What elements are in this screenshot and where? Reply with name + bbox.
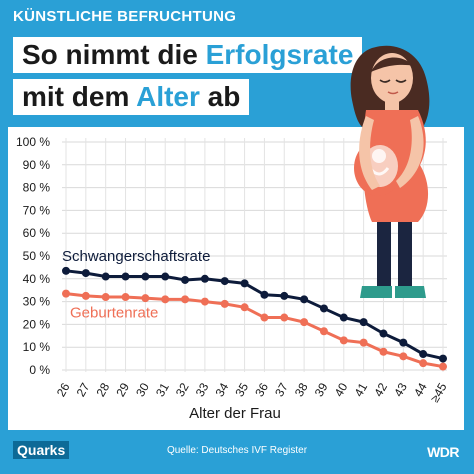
title-line-1: So nimmt die Erfolgsrate — [13, 37, 363, 73]
title-line-2-text: mit dem — [22, 81, 137, 112]
data-point — [359, 338, 368, 347]
series-label-schwangerschaftsrate: Schwangerschaftsrate — [62, 248, 210, 265]
quarks-logo: Quarks — [13, 441, 70, 459]
x-tick-label: 32 — [173, 380, 192, 399]
y-tick-label: 20 % — [23, 317, 51, 331]
data-point — [121, 293, 130, 302]
data-point — [240, 303, 249, 312]
data-point — [141, 294, 150, 303]
data-point — [121, 272, 130, 281]
x-tick-label: 31 — [153, 380, 172, 399]
x-tick-label: 33 — [193, 380, 212, 399]
x-axis-label: Alter der Frau — [189, 405, 281, 422]
data-point — [319, 304, 328, 313]
x-tick-label: 28 — [93, 380, 112, 399]
y-tick-label: 10 % — [23, 340, 51, 354]
x-tick-label: 38 — [292, 380, 311, 399]
y-tick-label: 60 % — [23, 226, 51, 240]
data-point — [81, 291, 90, 300]
x-tick-label: 40 — [332, 380, 351, 399]
pregnant-woman-illustration — [350, 45, 430, 298]
x-tick-label: 41 — [351, 380, 370, 399]
series-labels: Schwangerschaftsrate Geburtenrate — [62, 248, 210, 322]
y-tick-label: 70 % — [23, 203, 51, 217]
data-point — [300, 295, 309, 304]
data-point — [399, 338, 408, 347]
data-point — [260, 290, 269, 299]
x-tick-label: 43 — [391, 380, 410, 399]
x-tick-label: 30 — [133, 380, 152, 399]
data-point — [161, 272, 170, 281]
x-tick-label: 34 — [213, 380, 232, 399]
x-tick-label: ≥45 — [428, 380, 450, 405]
data-point — [439, 362, 447, 371]
y-tick-label: 30 % — [23, 295, 51, 309]
y-tick-label: 100 % — [16, 135, 50, 149]
data-point — [419, 350, 428, 359]
data-point — [62, 266, 70, 275]
title-line-2-highlight: Alter — [136, 81, 200, 112]
data-point — [161, 295, 170, 304]
title-line-1-highlight: Erfolgsrate — [205, 39, 354, 70]
data-point — [220, 277, 229, 286]
data-point — [101, 293, 110, 302]
title-line-1-text: So nimmt die — [22, 39, 206, 70]
x-tick-label: 36 — [252, 380, 271, 399]
data-point — [181, 275, 190, 284]
series-points — [62, 266, 447, 371]
wdr-logo: WDR — [427, 444, 459, 460]
data-point — [339, 336, 348, 345]
x-tick-label: 27 — [74, 380, 93, 399]
data-point — [359, 318, 368, 327]
data-point — [181, 295, 190, 304]
data-point — [200, 297, 209, 306]
x-tick-label: 44 — [411, 380, 430, 399]
data-point — [300, 318, 309, 327]
data-point — [339, 313, 348, 322]
data-point — [200, 274, 209, 283]
y-tick-labels: 100 % 90 % 80 % 70 % 60 % 50 % 40 % 30 % 20 % 10 … — [16, 135, 50, 377]
x-tick-label: 29 — [113, 380, 132, 399]
data-point — [319, 327, 328, 336]
x-tick-label: 39 — [312, 380, 331, 399]
x-tick-label: 35 — [232, 380, 251, 399]
data-point — [141, 272, 150, 281]
data-point — [81, 269, 90, 278]
data-point — [379, 329, 388, 338]
x-tick-labels: 26 27 28 29 30 31 32 33 34 35 36 37 38 39 40 41 42 43 44≥4… — [54, 380, 450, 405]
source-note: Quelle: Deutsches IVF Register — [166, 445, 308, 456]
data-point — [240, 279, 249, 288]
x-tick-label: 42 — [371, 380, 390, 399]
series-label-geburtenrate: Geburtenrate — [70, 305, 158, 322]
data-point — [101, 272, 110, 281]
y-tick-label: 40 % — [23, 272, 51, 286]
x-tick-label: 26 — [54, 380, 73, 399]
data-point — [439, 354, 447, 363]
data-point — [220, 299, 229, 308]
data-point — [419, 359, 428, 368]
y-tick-label: 90 % — [23, 158, 51, 172]
data-point — [379, 347, 388, 356]
data-point — [399, 352, 408, 361]
kicker-label: KÜNSTLICHE BEFRUCHTUNG — [13, 8, 237, 25]
title-line-2: mit dem Alter ab — [13, 79, 250, 115]
data-point — [260, 313, 269, 322]
data-point — [280, 313, 289, 322]
data-point — [280, 291, 289, 300]
y-tick-label: 0 % — [29, 363, 50, 377]
y-tick-label: 80 % — [23, 181, 51, 195]
y-tick-label: 50 % — [23, 249, 51, 263]
data-point — [62, 289, 70, 298]
title-line-2-suffix: ab — [199, 81, 241, 112]
x-tick-label: 37 — [272, 380, 291, 399]
